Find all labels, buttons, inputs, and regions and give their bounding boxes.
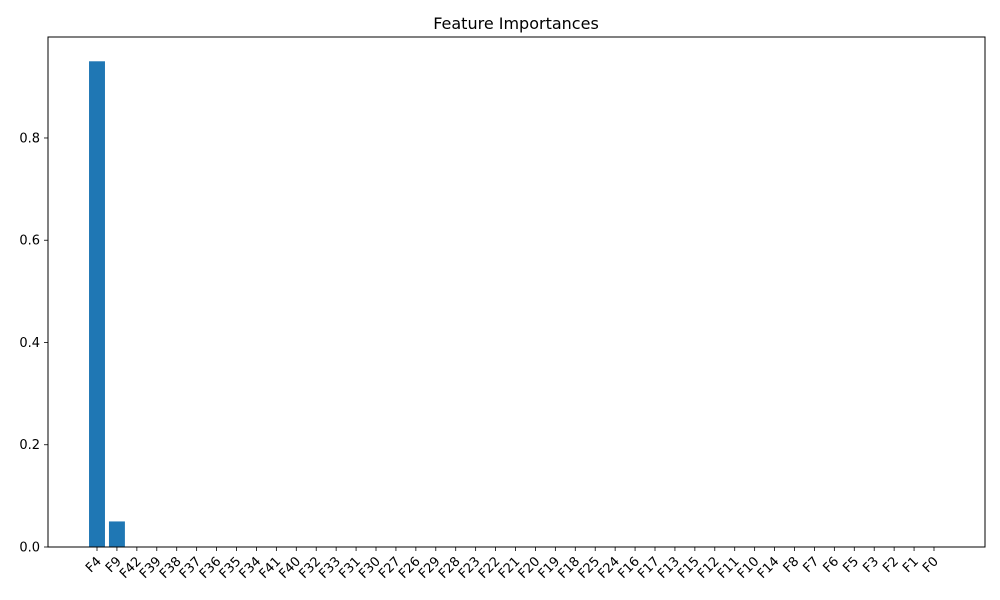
bars-group xyxy=(89,61,125,547)
y-tick-label: 0.6 xyxy=(19,234,40,249)
x-tick-label-F7: F7 xyxy=(801,554,823,576)
x-tick-label-F4: F4 xyxy=(83,554,105,576)
bar-F4 xyxy=(89,61,105,547)
y-tick-label: 0.2 xyxy=(19,438,40,453)
y-axis: 0.0 0.2 0.4 0.6 0.8 xyxy=(19,131,48,556)
chart-title: Feature Importances xyxy=(433,14,599,33)
x-tick-label-F8: F8 xyxy=(781,554,803,576)
x-tick-label-F6: F6 xyxy=(820,554,842,576)
x-tick-label-F1: F1 xyxy=(900,554,922,576)
x-tick-label-F0: F0 xyxy=(920,554,942,576)
plot-frame xyxy=(47,36,986,548)
y-tick-label: 0.0 xyxy=(19,541,40,556)
x-axis: F4F9F42F39F38F37F36F35F34F41F40F32F33F31… xyxy=(83,547,942,582)
x-tick-label-F2: F2 xyxy=(880,554,902,576)
y-tick-label: 0.8 xyxy=(19,131,40,146)
bar-F9 xyxy=(108,521,125,547)
x-tick-label-F3: F3 xyxy=(860,554,882,576)
y-tick-label: 0.4 xyxy=(19,336,40,351)
x-tick-label-F14: F14 xyxy=(755,554,783,582)
x-tick-label-F5: F5 xyxy=(840,554,862,576)
